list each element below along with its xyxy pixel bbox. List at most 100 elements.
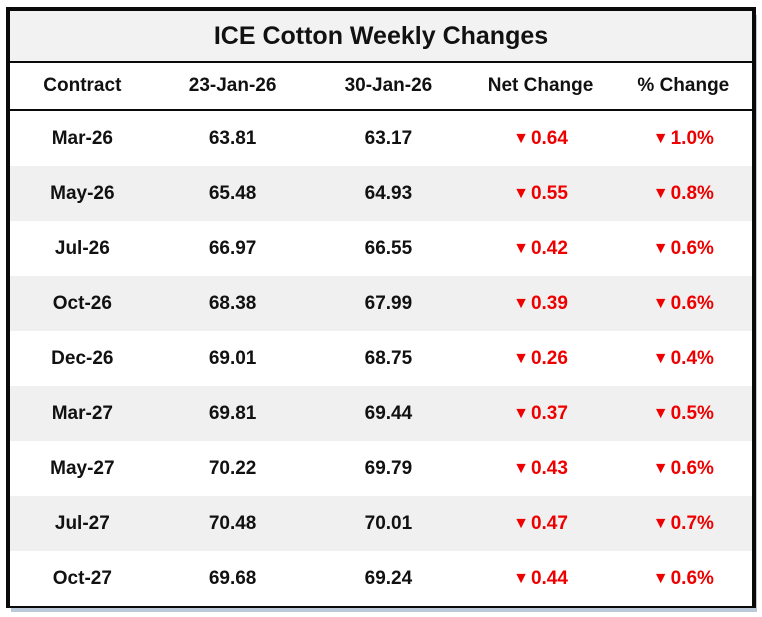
down-triangle-icon: ▼	[652, 404, 669, 422]
table-row: Mar-26 63.81 63.17 ▼ 0.64 ▼ 1.0%	[10, 111, 752, 166]
net-change-value: 0.26	[530, 347, 568, 369]
down-triangle-icon: ▼	[513, 294, 529, 312]
table-body: Mar-26 63.81 63.17 ▼ 0.64 ▼ 1.0% May-26 65…	[10, 111, 752, 606]
pct-change-value: 0.6%	[670, 292, 714, 314]
contract-cell: Dec-26	[51, 347, 114, 369]
pct-change-value: 0.5%	[670, 402, 714, 424]
net-change-value: 0.64	[530, 127, 568, 149]
column-header-pct-change: % Change	[637, 75, 730, 96]
contract-cell: Jul-26	[54, 237, 110, 259]
net-change-cell: ▼ 0.55	[466, 183, 614, 205]
net-change-value: 0.55	[530, 182, 568, 204]
contract-cell: May-26	[50, 182, 115, 204]
down-triangle-icon: ▼	[513, 569, 529, 587]
net-change-value: 0.42	[530, 237, 568, 259]
prev-price-cell: 65.48	[208, 182, 257, 204]
down-triangle-icon: ▼	[513, 514, 529, 532]
pct-change-cell: ▼ 1.0%	[615, 128, 752, 150]
contract-cell: Oct-27	[52, 567, 112, 589]
pct-change-cell: ▼ 0.6%	[615, 568, 752, 590]
net-change-cell: ▼ 0.26	[466, 348, 614, 370]
down-triangle-icon: ▼	[513, 239, 529, 257]
page-title: ICE Cotton Weekly Changes	[213, 21, 549, 50]
contract-cell: Oct-26	[52, 292, 112, 314]
contract-cell: May-27	[50, 457, 115, 479]
pct-change-value: 0.8%	[670, 182, 714, 204]
curr-price-cell: 67.99	[364, 292, 413, 314]
down-triangle-icon: ▼	[652, 349, 669, 367]
prev-price-cell: 70.22	[208, 457, 257, 479]
table-row: Oct-26 68.38 67.99 ▼ 0.39 ▼ 0.6%	[10, 276, 752, 331]
down-triangle-icon: ▼	[652, 239, 669, 257]
net-change-cell: ▼ 0.43	[466, 458, 614, 480]
contract-cell: Jul-27	[54, 512, 110, 534]
down-triangle-icon: ▼	[513, 459, 529, 477]
down-triangle-icon: ▼	[652, 129, 669, 147]
prev-price-cell: 69.01	[208, 347, 257, 369]
column-header-contract: Contract	[43, 75, 122, 96]
prev-price-cell: 69.81	[208, 402, 257, 424]
table-row: Mar-27 69.81 69.44 ▼ 0.37 ▼ 0.5%	[10, 386, 752, 441]
curr-price-cell: 63.17	[364, 127, 413, 149]
pct-change-value: 0.6%	[670, 237, 714, 259]
curr-price-cell: 68.75	[364, 347, 413, 369]
pct-change-cell: ▼ 0.5%	[615, 403, 752, 425]
table-row: Jul-27 70.48 70.01 ▼ 0.47 ▼ 0.7%	[10, 496, 752, 551]
column-header-curr-date: 30-Jan-26	[344, 75, 433, 96]
table-title-bar: ICE Cotton Weekly Changes	[10, 11, 752, 63]
down-triangle-icon: ▼	[513, 129, 529, 147]
net-change-value: 0.47	[530, 512, 568, 534]
weekly-changes-table: ICE Cotton Weekly Changes Contract 23-Ja…	[6, 7, 756, 608]
table-row: Jul-26 66.97 66.55 ▼ 0.42 ▼ 0.6%	[10, 221, 752, 276]
down-triangle-icon: ▼	[513, 404, 529, 422]
pct-change-cell: ▼ 0.6%	[615, 238, 752, 260]
net-change-value: 0.43	[530, 457, 568, 479]
net-change-cell: ▼ 0.64	[466, 128, 614, 150]
down-triangle-icon: ▼	[513, 184, 529, 202]
pct-change-value: 0.6%	[670, 457, 714, 479]
curr-price-cell: 69.44	[364, 402, 413, 424]
down-triangle-icon: ▼	[513, 349, 529, 367]
prev-price-cell: 63.81	[208, 127, 257, 149]
net-change-value: 0.39	[530, 292, 568, 314]
table-row: Oct-27 69.68 69.24 ▼ 0.44 ▼ 0.6%	[10, 551, 752, 606]
net-change-value: 0.44	[530, 567, 568, 589]
table-row: May-27 70.22 69.79 ▼ 0.43 ▼ 0.6%	[10, 441, 752, 496]
curr-price-cell: 64.93	[364, 182, 413, 204]
pct-change-value: 1.0%	[670, 127, 714, 149]
curr-price-cell: 69.79	[364, 457, 413, 479]
column-header-prev-date: 23-Jan-26	[188, 75, 277, 96]
down-triangle-icon: ▼	[652, 569, 669, 587]
table-header-row: Contract 23-Jan-26 30-Jan-26 Net Change …	[10, 63, 752, 111]
net-change-cell: ▼ 0.39	[466, 293, 614, 315]
contract-cell: Mar-26	[51, 127, 113, 149]
contract-cell: Mar-27	[51, 402, 113, 424]
pct-change-value: 0.4%	[670, 347, 714, 369]
pct-change-value: 0.7%	[670, 512, 714, 534]
net-change-cell: ▼ 0.42	[466, 238, 614, 260]
net-change-value: 0.37	[530, 402, 568, 424]
curr-price-cell: 70.01	[364, 512, 413, 534]
column-header-net-change: Net Change	[487, 75, 594, 96]
table-row: May-26 65.48 64.93 ▼ 0.55 ▼ 0.8%	[10, 166, 752, 221]
pct-change-cell: ▼ 0.6%	[615, 293, 752, 315]
curr-price-cell: 66.55	[364, 237, 413, 259]
prev-price-cell: 70.48	[208, 512, 257, 534]
net-change-cell: ▼ 0.47	[466, 513, 614, 535]
pct-change-cell: ▼ 0.6%	[615, 458, 752, 480]
pct-change-cell: ▼ 0.4%	[615, 348, 752, 370]
down-triangle-icon: ▼	[652, 294, 669, 312]
pct-change-cell: ▼ 0.8%	[615, 183, 752, 205]
net-change-cell: ▼ 0.44	[466, 568, 614, 590]
curr-price-cell: 69.24	[364, 567, 413, 589]
down-triangle-icon: ▼	[652, 459, 669, 477]
table-row: Dec-26 69.01 68.75 ▼ 0.26 ▼ 0.4%	[10, 331, 752, 386]
down-triangle-icon: ▼	[652, 514, 669, 532]
down-triangle-icon: ▼	[652, 184, 669, 202]
net-change-cell: ▼ 0.37	[466, 403, 614, 425]
pct-change-cell: ▼ 0.7%	[615, 513, 752, 535]
pct-change-value: 0.6%	[670, 567, 714, 589]
prev-price-cell: 69.68	[208, 567, 257, 589]
prev-price-cell: 66.97	[208, 237, 257, 259]
prev-price-cell: 68.38	[208, 292, 257, 314]
